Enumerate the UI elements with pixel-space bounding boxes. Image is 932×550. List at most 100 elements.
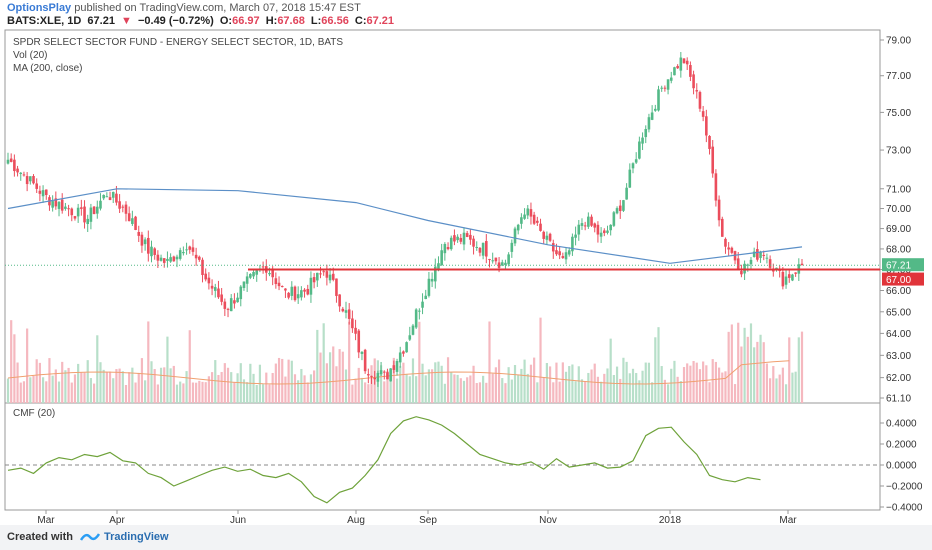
candle-body — [108, 197, 112, 201]
volume-bar — [730, 324, 733, 403]
volume-bar — [466, 377, 469, 403]
candle-body — [536, 220, 539, 223]
volume-bar — [408, 376, 411, 403]
volume-bar — [102, 369, 105, 403]
candle-body — [25, 176, 29, 185]
candle-body — [51, 201, 54, 208]
candle-body — [622, 200, 625, 211]
volume-bar — [344, 369, 348, 403]
candle-body — [794, 272, 797, 274]
candle-body — [689, 65, 692, 77]
volume-bar — [360, 377, 364, 403]
price-tick-label: 70.00 — [886, 204, 911, 215]
price-chart[interactable]: 79.00 77.00 75.00 73.00 71.00 70.00 69.00 68.00… — [0, 0, 932, 525]
tradingview-link[interactable]: TradingView — [104, 531, 169, 543]
volume-bar — [277, 357, 281, 403]
volume-bar — [70, 382, 73, 403]
candle-body — [453, 235, 456, 242]
volume-bar — [670, 368, 673, 403]
candle-body — [147, 237, 150, 254]
volume-bar — [753, 347, 756, 403]
cmf-tick-label: −0.2000 — [886, 482, 923, 493]
volume-bar — [354, 378, 357, 403]
candle-body — [300, 290, 303, 298]
volume-bar — [791, 372, 794, 403]
volume-bar — [399, 366, 402, 403]
candle-body — [539, 223, 542, 231]
volume-bar — [443, 383, 446, 403]
candle-body — [95, 206, 99, 214]
volume-bar — [590, 369, 593, 403]
candle-body — [370, 375, 373, 377]
candle-body — [143, 239, 147, 245]
candle-body — [650, 112, 654, 120]
created-with-label: Created with — [7, 531, 74, 543]
volume-bar — [469, 375, 472, 403]
time-tick-label: Sep — [419, 515, 437, 525]
cmf-legend: CMF (20) — [13, 408, 56, 419]
time-tick-label: Apr — [109, 515, 125, 525]
volume-legend: Vol (20) — [13, 50, 48, 61]
volume-bar — [220, 371, 223, 403]
volume-bar — [641, 370, 644, 403]
candle-body — [746, 264, 750, 266]
candle-body — [44, 189, 48, 196]
volume-bar — [654, 337, 657, 403]
candle-body — [134, 216, 137, 230]
candle-body — [485, 241, 488, 257]
candle-body — [182, 252, 185, 254]
candle-body — [504, 262, 507, 266]
volume-bar — [175, 384, 179, 403]
footer-bar: Created with TradingView — [0, 525, 932, 550]
volume-bar — [51, 375, 54, 403]
candle-body — [564, 252, 568, 260]
volume-bar — [367, 384, 370, 403]
candle-body — [131, 218, 134, 224]
volume-bar — [172, 365, 175, 403]
volume-bar — [784, 384, 788, 403]
candle-body — [427, 278, 431, 296]
volume-bar — [491, 373, 494, 403]
publisher-name[interactable]: OptionsPlay — [7, 2, 72, 14]
volume-bar — [217, 374, 220, 403]
volume-bar — [274, 363, 277, 403]
support-level-tag-label: 67.00 — [886, 275, 911, 286]
candle-body — [456, 236, 459, 241]
volume-bar — [628, 373, 631, 403]
volume-bar — [335, 366, 338, 403]
candle-body — [481, 242, 485, 256]
candle-body — [408, 335, 412, 340]
volume-bar — [526, 373, 529, 403]
volume-bar — [415, 376, 418, 403]
volume-bar — [19, 382, 22, 403]
candle-body — [137, 231, 141, 236]
candle-body — [223, 301, 227, 309]
candle-body — [567, 250, 571, 255]
candle-body — [500, 262, 504, 266]
candle-body — [185, 249, 188, 251]
candle-body — [513, 228, 517, 244]
volume-bar — [313, 370, 316, 403]
volume-bar — [121, 371, 124, 403]
volume-bar — [510, 379, 513, 403]
candle-body — [83, 206, 86, 223]
volume-bar — [609, 338, 612, 403]
candle-body — [609, 224, 612, 231]
candle-body — [705, 116, 708, 136]
candle-body — [344, 310, 348, 313]
volume-bar — [287, 359, 290, 403]
candle-body — [127, 213, 131, 222]
volume-bar — [195, 382, 198, 403]
volume-bar — [536, 382, 539, 403]
candle-body — [708, 136, 711, 149]
cmf-tick-label: 0.0000 — [886, 461, 917, 472]
volume-bar — [379, 365, 383, 403]
volume-bar — [600, 381, 603, 403]
candle-body — [784, 276, 788, 285]
volume-bar — [794, 371, 797, 403]
change-value: −0.49 (−0.72%) — [137, 15, 214, 27]
price-tick-label: 77.00 — [886, 71, 911, 82]
candle-body — [590, 216, 593, 226]
candle-body — [437, 263, 440, 270]
candle-body — [532, 214, 536, 224]
